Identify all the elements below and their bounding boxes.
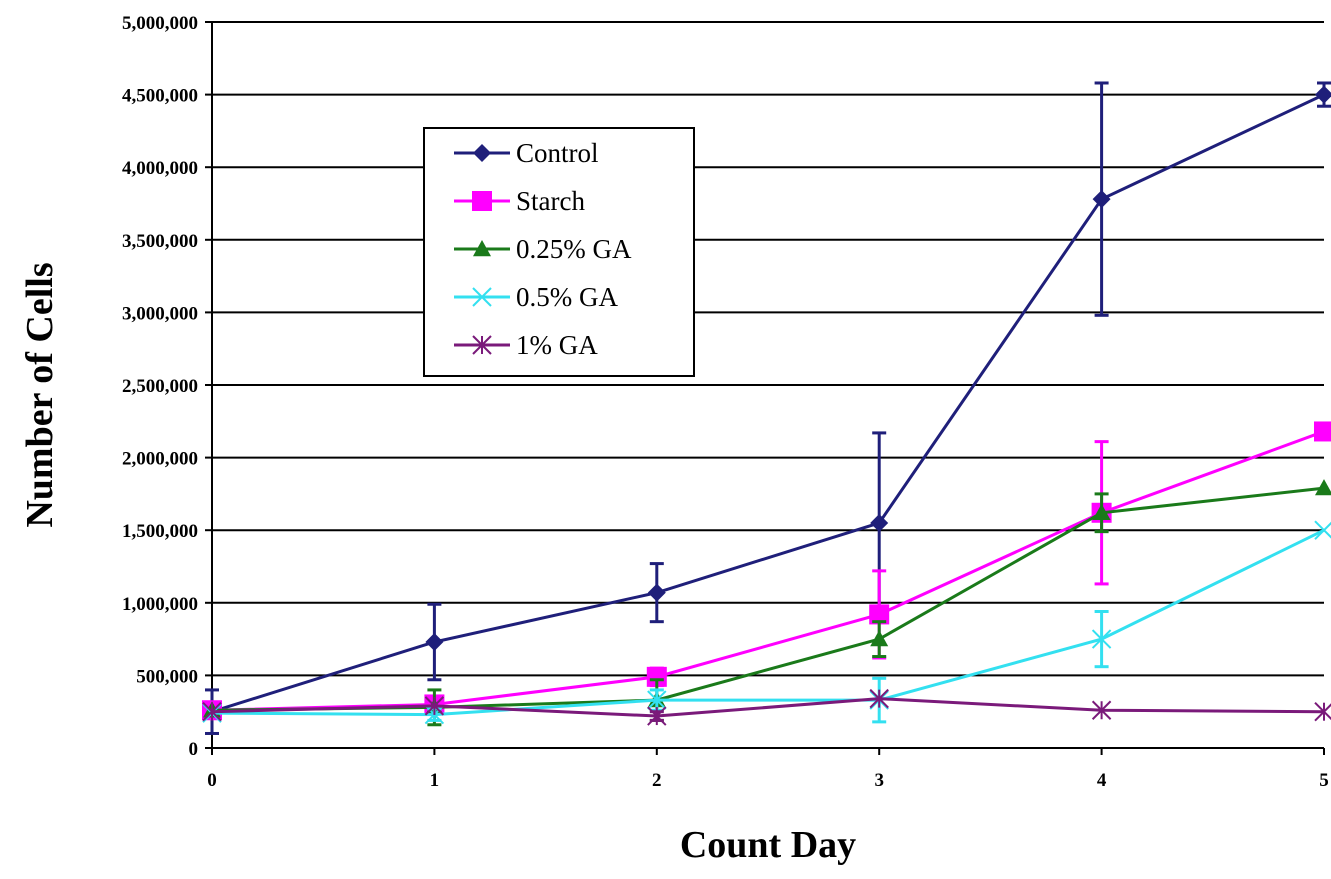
legend-label: 1% GA — [516, 330, 598, 360]
data-point — [472, 287, 492, 307]
series-line — [211, 528, 1325, 717]
marker-stroke — [647, 690, 667, 710]
data-point — [1314, 520, 1331, 540]
x-tick-label: 5 — [1319, 770, 1329, 791]
data-point — [869, 604, 890, 625]
y-tick-label: 4,000,000 — [122, 158, 198, 179]
y-axis-title: Number of Cells — [19, 262, 61, 527]
y-tick-label: 0 — [189, 739, 199, 760]
data-point — [1091, 629, 1112, 649]
data-point — [1092, 503, 1111, 520]
data-point — [473, 240, 491, 257]
x-axis-ticks: 0 1 2 3 4 5 — [207, 748, 1329, 791]
y-tick-label: 1,500,000 — [122, 521, 198, 542]
y-tick-label: 3,000,000 — [122, 303, 198, 324]
data-point — [647, 690, 667, 710]
data-point — [1314, 421, 1331, 442]
x-tick-label: 2 — [652, 770, 662, 791]
y-tick-label: 5,000,000 — [122, 13, 198, 34]
data-point — [647, 583, 666, 602]
data-point — [1091, 700, 1112, 720]
legend-item: 1% GA — [454, 330, 598, 360]
data-point — [1092, 190, 1111, 209]
x-tick-label: 3 — [874, 770, 884, 791]
y-tick-label: 4,500,000 — [122, 86, 198, 107]
data-point — [424, 696, 445, 716]
data-point — [472, 335, 492, 355]
data-point — [202, 701, 222, 722]
series-control — [203, 81, 1331, 735]
x-tick-label: 0 — [207, 770, 217, 791]
marker-stroke — [1091, 629, 1112, 649]
marker-stroke — [1314, 521, 1331, 540]
y-tick-label: 3,500,000 — [122, 231, 198, 252]
data-point — [473, 144, 491, 162]
series-0-5-ga — [202, 520, 1331, 725]
legend: Control Starch 0.25% GA 0.5% GA 1% GA — [423, 127, 695, 377]
legend-label: Starch — [516, 186, 585, 216]
data-point — [1315, 479, 1331, 496]
data-point — [870, 513, 889, 532]
series-1-ga — [202, 688, 1331, 726]
data-point — [472, 191, 492, 211]
gridlines — [212, 21, 1324, 677]
legend-label: 0.5% GA — [516, 282, 618, 312]
legend-label: 0.25% GA — [516, 234, 632, 264]
x-tick-label: 1 — [430, 770, 440, 791]
x-tick-label: 4 — [1097, 770, 1107, 791]
data-point — [647, 706, 667, 726]
y-tick-label: 500,000 — [136, 666, 198, 687]
series-line — [211, 93, 1325, 714]
y-tick-label: 1,000,000 — [122, 594, 198, 615]
series-layer — [202, 81, 1331, 735]
y-tick-label: 2,500,000 — [122, 376, 198, 397]
legend-item: Control — [454, 138, 599, 168]
legend-item: 0.5% GA — [454, 282, 618, 312]
y-tick-label: 2,000,000 — [122, 449, 198, 470]
series-line — [211, 486, 1325, 712]
data-point — [646, 666, 667, 687]
data-point — [425, 633, 444, 652]
y-axis-ticks: 0 500,000 1,000,000 1,500,000 2,000,000 2,500… — [122, 13, 212, 760]
data-point — [869, 688, 889, 709]
data-point — [1314, 701, 1331, 722]
axes — [211, 22, 1324, 749]
data-point — [870, 630, 889, 647]
x-axis-title: Count Day — [680, 824, 856, 866]
legend-label: Control — [516, 138, 599, 168]
legend-box — [423, 127, 695, 377]
data-point — [1315, 85, 1331, 104]
legend-item: 0.25% GA — [454, 234, 632, 264]
series-line — [211, 697, 1325, 718]
marker-stroke — [472, 287, 492, 307]
legend-item: Starch — [454, 186, 585, 216]
